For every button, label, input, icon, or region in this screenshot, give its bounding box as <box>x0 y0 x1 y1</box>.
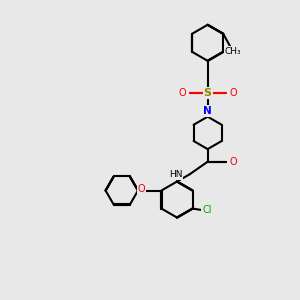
Text: O: O <box>138 184 146 194</box>
Text: Cl: Cl <box>202 205 212 215</box>
Text: O: O <box>178 88 186 98</box>
Text: S: S <box>204 88 212 98</box>
Text: CH₃: CH₃ <box>225 47 242 56</box>
Text: O: O <box>229 88 237 98</box>
Text: N: N <box>203 106 212 116</box>
Text: HN: HN <box>169 170 182 179</box>
Text: O: O <box>229 157 237 167</box>
